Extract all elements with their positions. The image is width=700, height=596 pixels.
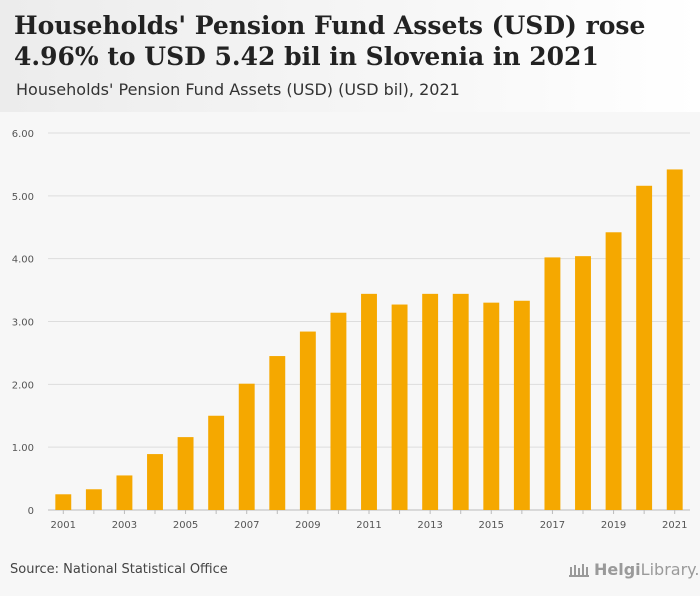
bar-2007 [238,383,255,510]
bar-2001 [55,494,72,510]
bar-2021 [666,169,683,510]
header-banner: Households' Pension Fund Assets (USD) ro… [0,0,700,112]
bar-2012 [391,304,408,510]
x-tick-label: 2017 [540,520,565,531]
bar-2006 [208,415,225,510]
chart-title: Households' Pension Fund Assets (USD) ro… [14,11,646,71]
x-tick-label: 2021 [662,520,687,531]
brand-logo: HelgiLibrary. [568,560,699,579]
x-tick-label: 2019 [601,520,626,531]
bar-2014 [452,293,469,510]
y-tick-label: 5.00 [12,192,34,203]
bar-2010 [330,312,347,510]
bar-2005 [177,437,194,510]
brand-name-main: Helgi [594,560,641,579]
x-tick-label: 2005 [173,520,198,531]
y-tick-label: 6.00 [12,129,34,140]
x-tick-label: 2011 [356,520,381,531]
x-tick-label: 2001 [51,520,76,531]
bar-2015 [483,302,500,510]
bar-2002 [85,489,102,510]
bar-2018 [575,256,591,510]
bar-2016 [513,300,530,510]
bar-2009 [299,331,316,510]
y-tick-label: 0 [28,506,34,517]
bar-2019 [605,232,622,510]
source-note: Source: National Statistical Office [10,562,228,577]
bar-2004 [147,454,163,510]
bar-2003 [116,475,133,510]
bar-2013 [422,293,439,510]
y-tick-label: 2.00 [12,380,34,391]
brand-name-rest: Library. [640,560,700,579]
bar-2020 [636,185,653,510]
x-tick-label: 2013 [417,520,442,531]
bar-2017 [544,257,561,510]
y-tick-label: 4.00 [12,255,34,266]
y-tick-label: 3.00 [12,318,34,329]
x-tick-label: 2015 [479,520,504,531]
x-tick-label: 2003 [112,520,137,531]
x-tick-label: 2009 [295,520,320,531]
library-columns-icon [569,563,589,577]
chart-subtitle: Households' Pension Fund Assets (USD) (U… [16,80,460,99]
bar-2011 [361,293,377,510]
y-tick-label: 1.00 [12,443,34,454]
bar-2008 [269,356,286,510]
x-tick-label: 2007 [234,520,259,531]
